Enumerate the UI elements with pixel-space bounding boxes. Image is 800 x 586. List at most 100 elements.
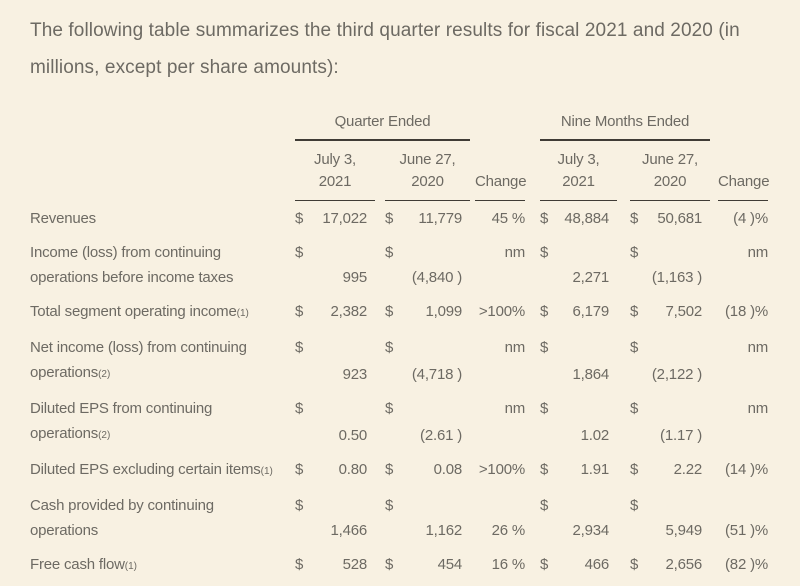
cell-value: 7,502: [665, 303, 702, 320]
row-label-line: Income (loss) from continuing: [30, 244, 221, 261]
money-cell: $17,022: [295, 206, 375, 231]
table-row: Cash provided by continuing operations $1,…: [30, 493, 768, 543]
change-cell: nm: [718, 396, 769, 448]
cell-value: 11,779: [418, 210, 462, 227]
column-header-ninemonths-2021: July 3, 2021: [540, 141, 617, 201]
row-label-line: operations(2): [30, 425, 111, 442]
currency-symbol: $: [630, 210, 639, 227]
footnote-marker: (1): [124, 561, 137, 572]
money-cell: $6,179: [540, 299, 617, 326]
cell-value: 0.50: [338, 427, 368, 444]
change-value: (51 )%: [725, 522, 768, 539]
cell-value: (1,163 ): [651, 269, 702, 286]
change-cell: (4 )%: [718, 206, 768, 231]
money-cell: $528: [295, 552, 375, 579]
cell-value: (4,718 ): [411, 366, 462, 383]
row-label-line: Cash provided by continuing: [30, 497, 214, 514]
change-cell: nm: [718, 240, 769, 290]
footnote-marker: (2): [98, 369, 111, 380]
currency-symbol: $: [295, 244, 304, 261]
cell-value: 6,179: [572, 303, 609, 320]
date-line: July 3,: [557, 151, 600, 168]
change-cell: 45 %: [475, 206, 526, 231]
cell-value: 2,382: [330, 303, 367, 320]
money-cell: $1.91: [540, 457, 617, 484]
change-value: nm: [504, 244, 526, 261]
cell-value: (2.61 ): [420, 427, 462, 444]
table-row: Diluted EPS excluding certain items(1) $0…: [30, 457, 768, 484]
date-line: 2021: [318, 173, 352, 190]
cell-value: 0.08: [433, 461, 463, 478]
cell-value: 995: [342, 269, 368, 286]
change-cell: (82 )%: [718, 552, 768, 579]
table-group-header-row: Quarter Ended Nine Months Ended: [30, 112, 768, 141]
cell-value: (1.17 ): [660, 427, 702, 444]
row-label: Income (loss) from continuing operations …: [30, 240, 295, 290]
money-cell: $ (1.17 ): [630, 396, 710, 448]
table-row: Free cash flow(1) $528 $454 16 % $466 $2,656(…: [30, 552, 768, 579]
currency-symbol: $: [540, 461, 549, 478]
money-cell: $995: [295, 240, 375, 290]
cell-value: (2,122 ): [651, 366, 702, 383]
intro-text: The following table summarizes the third…: [30, 20, 740, 78]
change-value: nm: [504, 339, 526, 356]
table-body: Revenues $17,022 $11,779 45 % $48,884 $50,681…: [30, 206, 768, 579]
group-header-nine-months-ended: Nine Months Ended: [540, 112, 710, 141]
money-cell: $0.50: [295, 396, 375, 448]
change-value: nm: [504, 400, 526, 417]
change-value: >100%: [478, 303, 525, 320]
change-value: 16 %: [491, 556, 526, 573]
footnote-marker: (2): [98, 430, 111, 441]
table-row: Net income (loss) from continuing operati…: [30, 335, 768, 387]
money-cell: $1,864: [540, 335, 617, 387]
currency-symbol: $: [385, 303, 394, 320]
table-row: Total segment operating income(1) $2,382 $…: [30, 299, 768, 326]
cell-value: 1.02: [580, 427, 610, 444]
row-label-line: operations(2): [30, 364, 111, 381]
currency-symbol: $: [540, 210, 549, 227]
change-value: (82 )%: [725, 556, 768, 573]
footnote-marker: (1): [236, 308, 249, 319]
date-line: 2020: [653, 173, 687, 190]
change-cell: 26 %: [475, 493, 526, 543]
money-cell: $7,502: [630, 299, 710, 326]
table-row: Diluted EPS from continuing operations(2)…: [30, 396, 768, 448]
change-cell: (51 )%: [718, 493, 768, 543]
currency-symbol: $: [540, 339, 549, 356]
money-cell: $1,099: [385, 299, 470, 326]
change-cell: nm: [475, 335, 526, 387]
cell-value: 528: [342, 556, 368, 573]
change-value: 26 %: [491, 522, 526, 539]
currency-symbol: $: [540, 303, 549, 320]
change-cell: (18 )%: [718, 299, 768, 326]
row-label-line: Diluted EPS from continuing: [30, 400, 213, 417]
row-label: Revenues: [30, 206, 295, 231]
column-header-quarter-2020: June 27, 2020: [385, 141, 470, 201]
money-cell: $0.80: [295, 457, 375, 484]
currency-symbol: $: [540, 400, 549, 417]
currency-symbol: $: [540, 244, 549, 261]
change-cell: nm: [475, 396, 526, 448]
footnote-marker: (1): [260, 466, 273, 477]
cell-value: 1,162: [425, 522, 462, 539]
row-label-line: Total segment operating income(1): [30, 303, 249, 320]
currency-symbol: $: [630, 461, 639, 478]
currency-symbol: $: [540, 497, 549, 514]
currency-symbol: $: [385, 339, 394, 356]
table-row: Revenues $17,022 $11,779 45 % $48,884 $50,681…: [30, 206, 768, 231]
money-cell: $2,934: [540, 493, 617, 543]
currency-symbol: $: [630, 339, 639, 356]
row-label: Cash provided by continuing operations: [30, 493, 295, 543]
column-header-quarter-2021: July 3, 2021: [295, 141, 375, 201]
money-cell: $0.08: [385, 457, 470, 484]
change-value: nm: [747, 400, 769, 417]
column-header-ninemonths-change: Change: [718, 141, 770, 201]
change-value: (4 )%: [733, 210, 768, 227]
change-value: >100%: [478, 461, 525, 478]
row-label-line: Net income (loss) from continuing: [30, 339, 247, 356]
currency-symbol: $: [385, 244, 394, 261]
row-label: Diluted EPS from continuing operations(2): [30, 396, 295, 448]
row-label: Total segment operating income(1): [30, 299, 295, 326]
change-value: nm: [747, 339, 769, 356]
